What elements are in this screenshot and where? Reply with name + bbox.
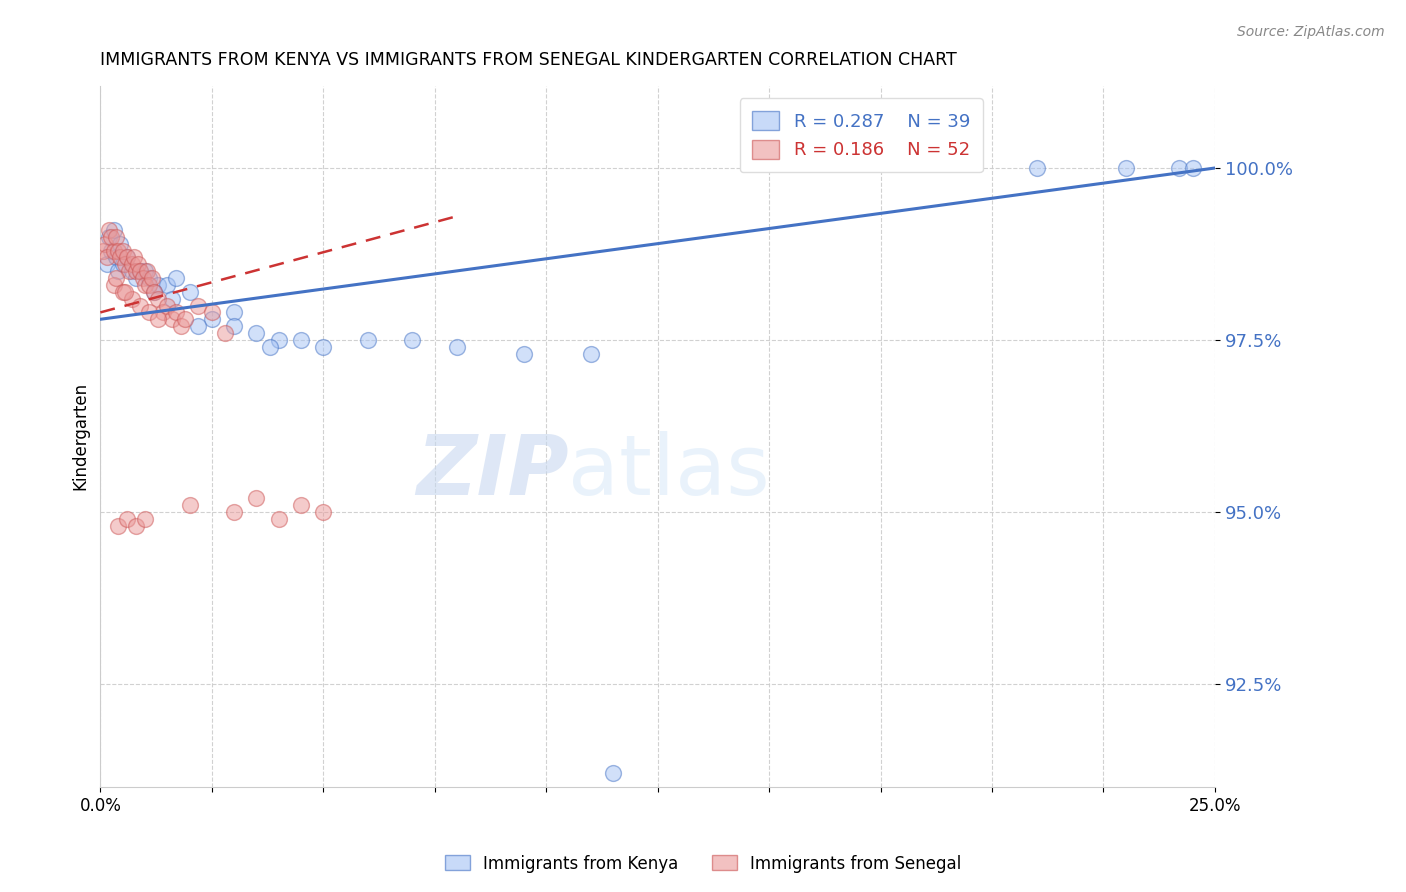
Point [201,305,224,319]
Point [110,236,132,251]
Point [103,277,125,292]
Point [401,333,423,347]
Point [134,277,156,292]
Point [103,223,125,237]
Point [91,244,114,258]
Text: IMMIGRANTS FROM KENYA VS IMMIGRANTS FROM SENEGAL KINDERGARTEN CORRELATION CHART: IMMIGRANTS FROM KENYA VS IMMIGRANTS FROM… [100,51,957,69]
Point [142,285,165,299]
Point [290,333,312,347]
Point [129,264,152,278]
Point [138,305,160,319]
Point [98,223,121,237]
Point [121,257,143,271]
Text: ZIP: ZIP [416,431,568,512]
Point [131,271,153,285]
Point [107,264,129,278]
Point [245,326,267,340]
Point [148,292,170,306]
Point [94,236,117,251]
Point [165,271,187,285]
Point [115,251,138,265]
Point [222,319,245,334]
Point [114,257,136,271]
Point [579,346,602,360]
Point [134,511,156,525]
Point [179,498,201,512]
Point [110,251,132,265]
Point [267,333,290,347]
Point [1115,161,1137,175]
Point [121,264,143,278]
Point [115,511,138,525]
Point [156,299,179,313]
Point [1025,161,1047,175]
Point [96,257,118,271]
Point [104,229,127,244]
Point [114,285,136,299]
Point [290,498,312,512]
Point [513,346,536,360]
Point [165,305,187,319]
Point [111,244,134,258]
Point [121,292,143,306]
Point [222,305,245,319]
Point [187,299,209,313]
Point [103,244,125,258]
Point [148,277,170,292]
Text: atlas: atlas [568,431,770,512]
Point [312,340,335,354]
Point [96,251,118,265]
Y-axis label: Kindergarten: Kindergarten [72,382,89,491]
Point [107,518,129,533]
Text: Source: ZipAtlas.com: Source: ZipAtlas.com [1237,25,1385,39]
Point [267,511,290,525]
Point [125,264,148,278]
Point [122,251,145,265]
Point [100,244,122,258]
Point [115,251,138,265]
Point [107,244,129,258]
Point [129,299,152,313]
Point [125,518,148,533]
Point [134,264,156,278]
Point [98,229,121,244]
Point [179,285,201,299]
Point [357,333,380,347]
Point [446,340,468,354]
Point [100,229,122,244]
Point [118,264,141,278]
Point [160,292,183,306]
Point [602,766,624,780]
Point [141,271,163,285]
Point [312,505,335,519]
Point [127,257,149,271]
Point [214,326,236,340]
Point [174,312,197,326]
Point [160,312,183,326]
Point [125,271,148,285]
Point [245,491,267,505]
Point [1168,161,1191,175]
Legend: Immigrants from Kenya, Immigrants from Senegal: Immigrants from Kenya, Immigrants from S… [439,848,967,880]
Point [222,505,245,519]
Point [152,305,174,319]
Point [104,251,127,265]
Point [259,340,281,354]
Point [129,264,152,278]
Point [1181,161,1204,175]
Point [111,285,134,299]
Point [142,285,165,299]
Point [138,271,160,285]
Point [136,264,159,278]
Point [201,312,224,326]
Point [169,319,191,334]
Point [104,271,127,285]
Legend: R = 0.287    N = 39, R = 0.186    N = 52: R = 0.287 N = 39, R = 0.186 N = 52 [740,98,983,172]
Point [187,319,209,334]
Point [111,257,134,271]
Point [156,277,179,292]
Point [138,277,160,292]
Point [148,312,170,326]
